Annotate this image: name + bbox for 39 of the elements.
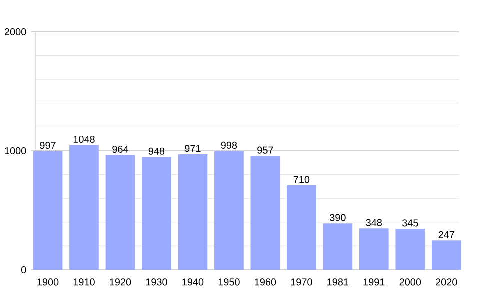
data-label: 957: [258, 146, 274, 154]
bar: [142, 157, 172, 270]
x-tick-label: 1991: [364, 278, 385, 286]
bar: [287, 186, 316, 270]
bar: [396, 228, 426, 270]
x-tick-label: 2020: [436, 278, 458, 286]
y-tick-label: 1000: [5, 147, 26, 155]
y-tick-label: 2000: [4, 28, 26, 36]
data-label: 348: [366, 219, 382, 226]
data-label: 964: [112, 146, 128, 154]
x-tick-label: 1940: [182, 278, 204, 286]
data-label: 971: [185, 145, 201, 152]
data-label: 390: [330, 214, 346, 222]
bar: [178, 154, 208, 270]
data-label: 998: [221, 142, 238, 149]
x-tick-label: 1930: [146, 278, 168, 286]
data-label: 1048: [74, 136, 95, 144]
x-tick-label: 1900: [38, 278, 59, 286]
data-label: 948: [148, 148, 165, 155]
bar: [250, 156, 280, 270]
bar: [323, 224, 353, 270]
data-label: 345: [402, 220, 418, 227]
x-tick-label: 2000: [400, 278, 422, 286]
x-tick-label: 1950: [218, 278, 240, 286]
bar: [214, 151, 244, 270]
y-tick-label: 0: [21, 266, 26, 274]
data-label: 710: [294, 176, 310, 184]
x-tick-label: 1910: [74, 278, 95, 286]
x-tick-label: 1981: [328, 278, 349, 286]
bar: [33, 151, 63, 270]
bar: [106, 155, 136, 270]
data-label: 247: [438, 231, 454, 238]
bar: [359, 228, 389, 270]
x-tick-label: 1970: [291, 278, 312, 286]
x-tick-label: 1960: [255, 278, 276, 286]
bar: [70, 145, 99, 270]
bar: [432, 240, 462, 270]
data-label: 997: [40, 142, 56, 150]
x-tick-label: 1920: [110, 278, 132, 286]
